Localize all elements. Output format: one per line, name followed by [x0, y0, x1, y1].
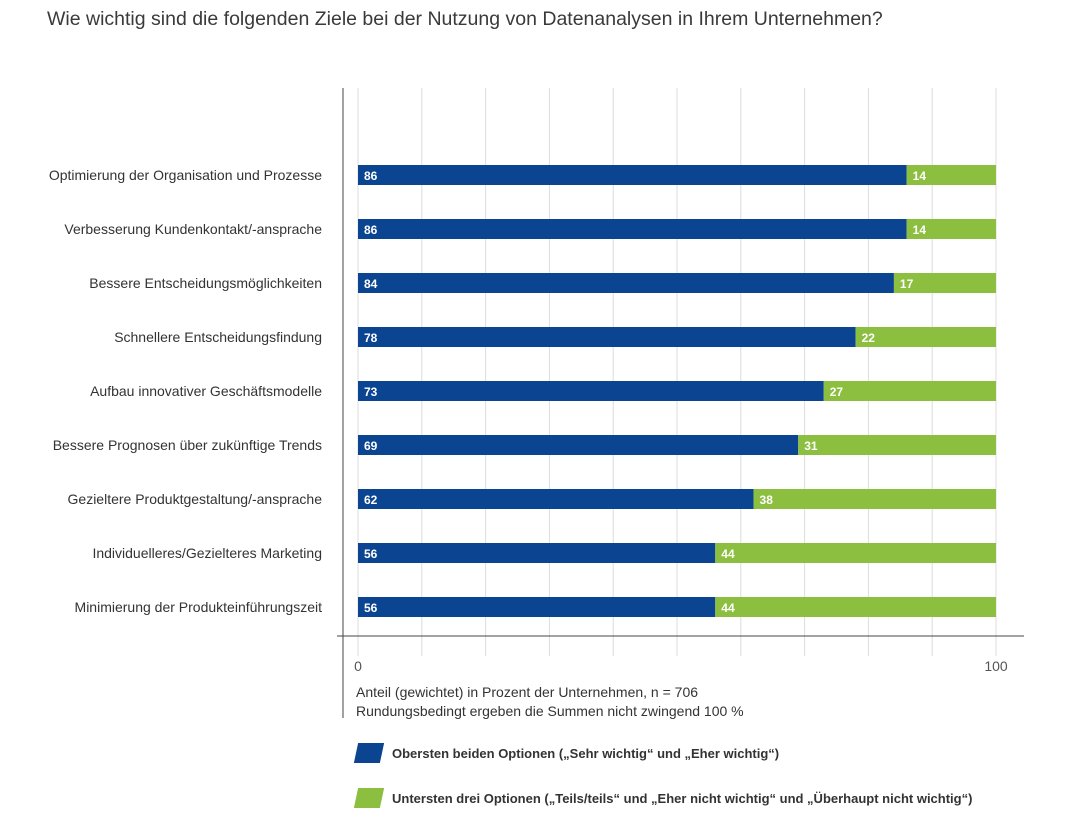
category-label: Bessere Prognosen über zukünftige Trends — [53, 437, 322, 453]
value-label-top-two: 56 — [364, 601, 378, 615]
category-label: Aufbau innovativer Geschäftsmodelle — [90, 383, 322, 399]
category-label: Verbesserung Kundenkontakt/-ansprache — [64, 221, 322, 237]
legend-swatch-top-two — [353, 743, 385, 763]
value-label-bottom-three: 17 — [900, 277, 914, 291]
bar-top-two — [358, 597, 716, 617]
x-tick-label: 100 — [984, 658, 1008, 674]
value-label-top-two: 73 — [364, 385, 378, 399]
x-tick-labels: 0 100 — [354, 658, 1008, 674]
bar-bottom-three — [855, 327, 996, 347]
value-label-top-two: 78 — [364, 331, 378, 345]
value-label-bottom-three: 22 — [862, 331, 876, 345]
legend-item-bottom-three: Untersten drei Optionen („Teils/teils“ u… — [353, 787, 973, 809]
category-label: Minimierung der Produkteinführungszeit — [75, 599, 323, 615]
chart-title: Wie wichtig sind die folgenden Ziele bei… — [47, 8, 883, 30]
bar-top-two — [358, 273, 894, 293]
bar-top-two — [358, 165, 907, 185]
bar-bottom-three — [893, 273, 996, 293]
legend-item-top-two: Obersten beiden Optionen („Sehr wichtig“… — [353, 742, 780, 764]
category-label: Schnellere Entscheidungsfindung — [114, 329, 322, 345]
category-label: Optimierung der Organisation und Prozess… — [49, 167, 322, 183]
bar-bottom-three — [715, 597, 996, 617]
bar-top-two — [358, 381, 824, 401]
value-label-bottom-three: 14 — [913, 223, 927, 237]
value-label-top-two: 69 — [364, 439, 378, 453]
legend-label-top-two: Obersten beiden Optionen („Sehr wichtig“… — [392, 745, 780, 761]
legend-label-bottom-three: Untersten drei Optionen („Teils/teils“ u… — [392, 790, 973, 806]
bar-top-two — [358, 489, 754, 509]
bar-top-two — [358, 543, 716, 563]
value-label-bottom-three: 27 — [830, 385, 844, 399]
bar-bottom-three — [906, 219, 996, 239]
rounding-note: Rundungsbedingt ergeben die Summen nicht… — [356, 703, 744, 719]
x-tick-label: 0 — [354, 658, 362, 674]
category-label: Individuelleres/Gezielteres Marketing — [92, 545, 322, 561]
bar-bottom-three — [906, 165, 996, 185]
bar-top-two — [358, 435, 799, 455]
value-label-bottom-three: 31 — [804, 439, 818, 453]
value-label-bottom-three: 44 — [721, 547, 735, 561]
value-label-top-two: 62 — [364, 493, 378, 507]
bars: 86 14 86 14 84 17 78 22 73 27 69 31 62 38 56 44 56 44 — [358, 165, 996, 617]
bar-top-two — [358, 327, 856, 347]
value-label-bottom-three: 14 — [913, 169, 927, 183]
legend-swatch-bottom-three — [353, 788, 385, 808]
sample-note: Anteil (gewichtet) in Prozent der Untern… — [356, 684, 699, 700]
value-label-top-two: 86 — [364, 223, 378, 237]
category-label: Bessere Entscheidungsmöglichkeiten — [89, 275, 322, 291]
value-label-top-two: 56 — [364, 547, 378, 561]
bar-bottom-three — [715, 543, 996, 563]
bar-bottom-three — [823, 381, 996, 401]
category-labels: Optimierung der Organisation und Prozess… — [49, 167, 322, 615]
category-label: Gezieltere Produktgestaltung/-ansprache — [68, 491, 323, 507]
value-label-bottom-three: 38 — [760, 493, 774, 507]
bar-top-two — [358, 219, 907, 239]
bar-bottom-three — [753, 489, 996, 509]
value-label-bottom-three: 44 — [721, 601, 735, 615]
value-label-top-two: 84 — [364, 277, 378, 291]
value-label-top-two: 86 — [364, 169, 378, 183]
bar-bottom-three — [798, 435, 996, 455]
